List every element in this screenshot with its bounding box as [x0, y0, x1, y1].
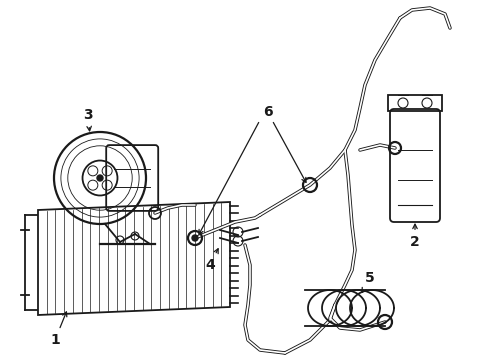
Text: 1: 1 [50, 312, 67, 347]
Text: 3: 3 [83, 108, 93, 131]
Text: 6: 6 [263, 105, 273, 119]
Text: 2: 2 [410, 224, 420, 249]
Circle shape [97, 175, 103, 181]
Circle shape [192, 235, 198, 241]
Text: 5: 5 [362, 271, 375, 292]
Bar [388, 95, 442, 111]
Text: 4: 4 [205, 249, 218, 272]
